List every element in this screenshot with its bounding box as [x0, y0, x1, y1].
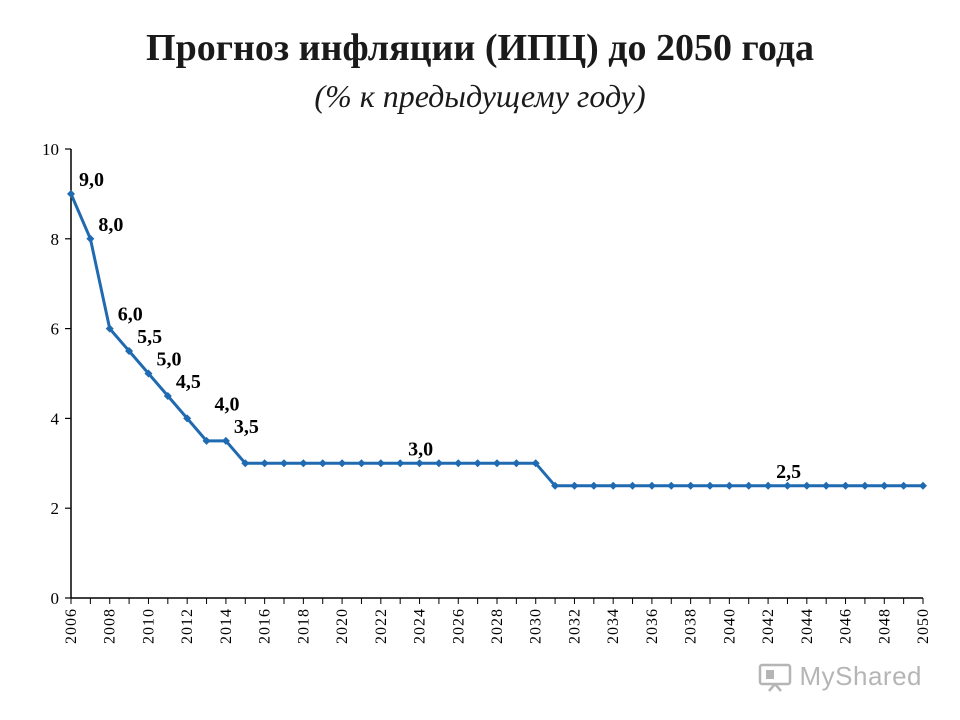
data-point	[667, 481, 676, 490]
data-point	[280, 459, 288, 468]
data-label: 3,5	[234, 416, 259, 438]
y-tick-label: 10	[42, 140, 59, 159]
data-point	[841, 481, 850, 490]
presentation-board-icon	[758, 663, 791, 692]
data-point	[880, 481, 889, 490]
data-point	[706, 481, 714, 490]
data-point	[744, 481, 753, 490]
x-tick-label: 2030	[528, 608, 545, 644]
x-tick-label: 2008	[102, 608, 119, 644]
data-point	[221, 436, 230, 445]
data-point	[67, 189, 75, 198]
data-point	[454, 459, 463, 468]
chart-subtitle: (% к предыдущему году)	[314, 78, 646, 114]
x-tick-label: 2006	[63, 608, 80, 644]
x-tick-label: 2040	[721, 608, 738, 644]
data-point	[396, 459, 405, 468]
data-point	[357, 459, 366, 468]
y-tick-label: 4	[51, 409, 60, 428]
y-tick-label: 6	[51, 320, 60, 339]
data-point	[725, 481, 734, 490]
data-point	[531, 459, 540, 468]
x-tick-label: 2036	[644, 608, 661, 644]
data-point	[376, 459, 385, 468]
data-labels: 9,0 8,0 6,05,55,04,5 4,03,5 3,0 2,5	[79, 169, 801, 483]
watermark-text: MyShared	[799, 661, 922, 691]
x-tick-label: 2014	[218, 608, 235, 644]
data-point	[493, 459, 501, 468]
data-point	[512, 459, 521, 468]
series-line	[69, 192, 925, 488]
x-tick-label: 2018	[295, 608, 312, 644]
data-point	[415, 459, 424, 468]
data-label: 4,0	[215, 393, 240, 415]
data-point	[628, 481, 637, 490]
data-point	[647, 481, 656, 490]
watermark: MyShared	[758, 661, 923, 692]
x-tick-label: 2038	[683, 608, 700, 644]
data-point	[125, 347, 134, 356]
x-tick-label: 2028	[489, 608, 506, 644]
data-point	[686, 481, 695, 490]
data-label: 5,0	[156, 349, 181, 371]
data-label: 8,0	[98, 214, 123, 236]
data-point	[163, 391, 172, 400]
data-point	[589, 481, 598, 490]
data-point	[338, 459, 347, 468]
data-point	[260, 459, 269, 468]
x-tick-label: 2016	[257, 608, 274, 644]
data-label: 6,0	[118, 304, 143, 326]
x-tick-label: 2012	[179, 608, 196, 644]
data-point	[899, 481, 908, 490]
data-label: 2,5	[776, 461, 801, 483]
data-point	[764, 481, 773, 490]
data-point	[802, 481, 811, 490]
data-point	[919, 481, 927, 490]
y-tick-label: 2	[51, 499, 60, 518]
y-tick-label: 0	[51, 589, 60, 608]
data-point	[551, 481, 560, 490]
x-tick-label: 2044	[799, 608, 816, 644]
data-point	[144, 369, 153, 378]
data-points	[67, 189, 927, 490]
data-point	[860, 481, 869, 490]
x-tick-label: 2032	[566, 608, 583, 644]
data-label: 3,0	[408, 438, 433, 460]
data-point	[783, 481, 792, 490]
x-tick-label: 2010	[140, 608, 157, 644]
data-point	[434, 459, 443, 468]
x-axis-ticks: 2006 2008 2010 2012 2014 2016 2018 2020 2022 2024…	[63, 598, 932, 644]
chart-title: Прогноз инфляции (ИПЦ) до 2050 года	[146, 27, 814, 69]
data-point	[318, 459, 327, 468]
data-label: 5,5	[137, 326, 162, 348]
x-tick-label: 2050	[915, 608, 932, 644]
y-tick-label: 8	[51, 230, 60, 249]
data-point	[241, 459, 250, 468]
data-point	[105, 324, 114, 333]
data-point	[570, 481, 579, 490]
y-axis-ticks: 0 2 4 6 8 10	[42, 140, 71, 608]
x-tick-label: 2026	[450, 608, 467, 644]
data-point	[822, 481, 831, 490]
data-point	[202, 436, 211, 445]
x-tick-label: 2024	[412, 608, 429, 644]
data-label: 4,5	[176, 371, 201, 393]
x-tick-label: 2020	[334, 608, 351, 644]
data-point	[86, 234, 95, 243]
data-point	[299, 459, 308, 468]
x-tick-label: 2046	[838, 608, 855, 644]
data-label: 9,0	[79, 169, 104, 191]
data-point	[609, 481, 618, 490]
x-tick-label: 2042	[760, 608, 777, 644]
x-tick-label: 2048	[876, 608, 893, 644]
series-layer	[69, 192, 925, 488]
data-point	[473, 459, 482, 468]
x-tick-label: 2034	[605, 608, 622, 644]
x-tick-label: 2022	[373, 608, 390, 644]
data-point	[183, 414, 192, 423]
